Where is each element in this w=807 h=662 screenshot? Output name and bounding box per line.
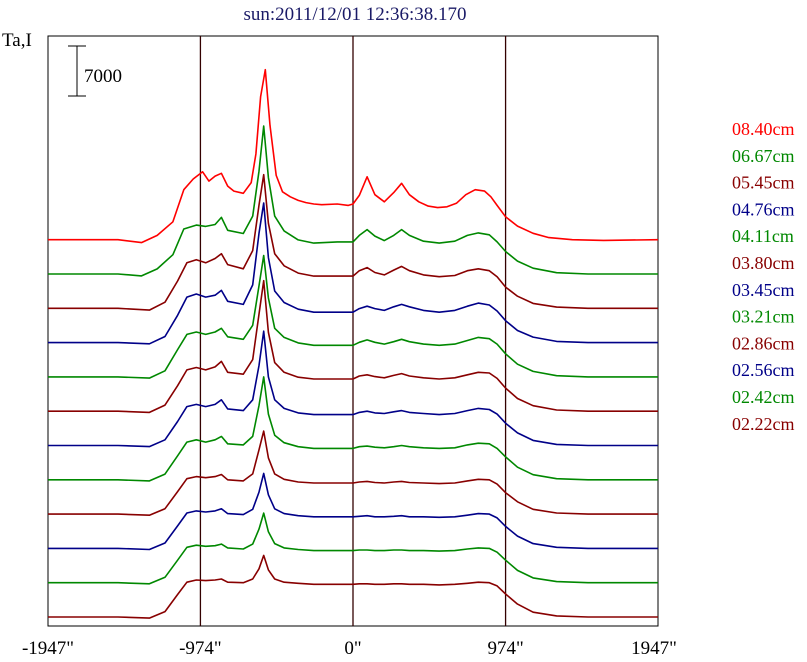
legend-entry-02.22cm: 02.22cm: [732, 414, 795, 434]
x-tick-label-1: -974": [179, 638, 222, 659]
x-tick-label-3: 974": [487, 638, 523, 659]
legend-entry-04.11cm: 04.11cm: [732, 226, 794, 246]
series-line-02.56cm: [48, 472, 658, 551]
x-tick-label-0: -1947": [22, 638, 74, 659]
series-line-04.11cm: [48, 254, 658, 379]
series-line-05.45cm: [48, 173, 658, 311]
legend-entry-02.42cm: 02.42cm: [732, 387, 795, 407]
legend-entry-04.76cm: 04.76cm: [732, 199, 795, 219]
legend-entry-08.40cm: 08.40cm: [732, 119, 795, 139]
vertical-reference-lines: [199, 36, 507, 626]
legend: 08.40cm 06.67cm 05.45cm 04.76cm 04.11cm 03.80…: [732, 119, 795, 434]
series-line-03.45cm: [48, 330, 658, 448]
series-line-03.80cm: [48, 279, 658, 414]
chart-title: sun:2011/12/01 12:36:38.170: [243, 4, 466, 25]
legend-entry-03.45cm: 03.45cm: [732, 280, 795, 300]
series-line-06.67cm: [48, 125, 658, 277]
series-line-03.21cm: [48, 376, 658, 482]
x-tick-label-4: 1947": [631, 638, 677, 659]
legend-entry-05.45cm: 05.45cm: [732, 173, 795, 193]
legend-entry-03.21cm: 03.21cm: [732, 307, 795, 327]
series-line-08.40cm: [48, 68, 659, 244]
series-line-02.86cm: [48, 430, 658, 517]
x-tick-labels: -1947" -974" 0" 974" 1947": [22, 638, 677, 659]
legend-entry-06.67cm: 06.67cm: [732, 146, 795, 166]
legend-entry-02.56cm: 02.56cm: [732, 360, 795, 380]
y-axis-label: Ta,I: [2, 30, 32, 51]
legend-entry-02.86cm: 02.86cm: [732, 333, 795, 353]
scale-bar: [68, 45, 86, 97]
series-line-04.76cm: [48, 202, 658, 345]
series-line-02.42cm: [48, 512, 658, 585]
series-line-02.22cm: [48, 554, 658, 619]
legend-entry-03.80cm: 03.80cm: [732, 253, 795, 273]
series-lines: [48, 68, 659, 619]
x-tick-label-2: 0": [344, 638, 361, 659]
scale-bar-label: 7000: [84, 66, 122, 87]
